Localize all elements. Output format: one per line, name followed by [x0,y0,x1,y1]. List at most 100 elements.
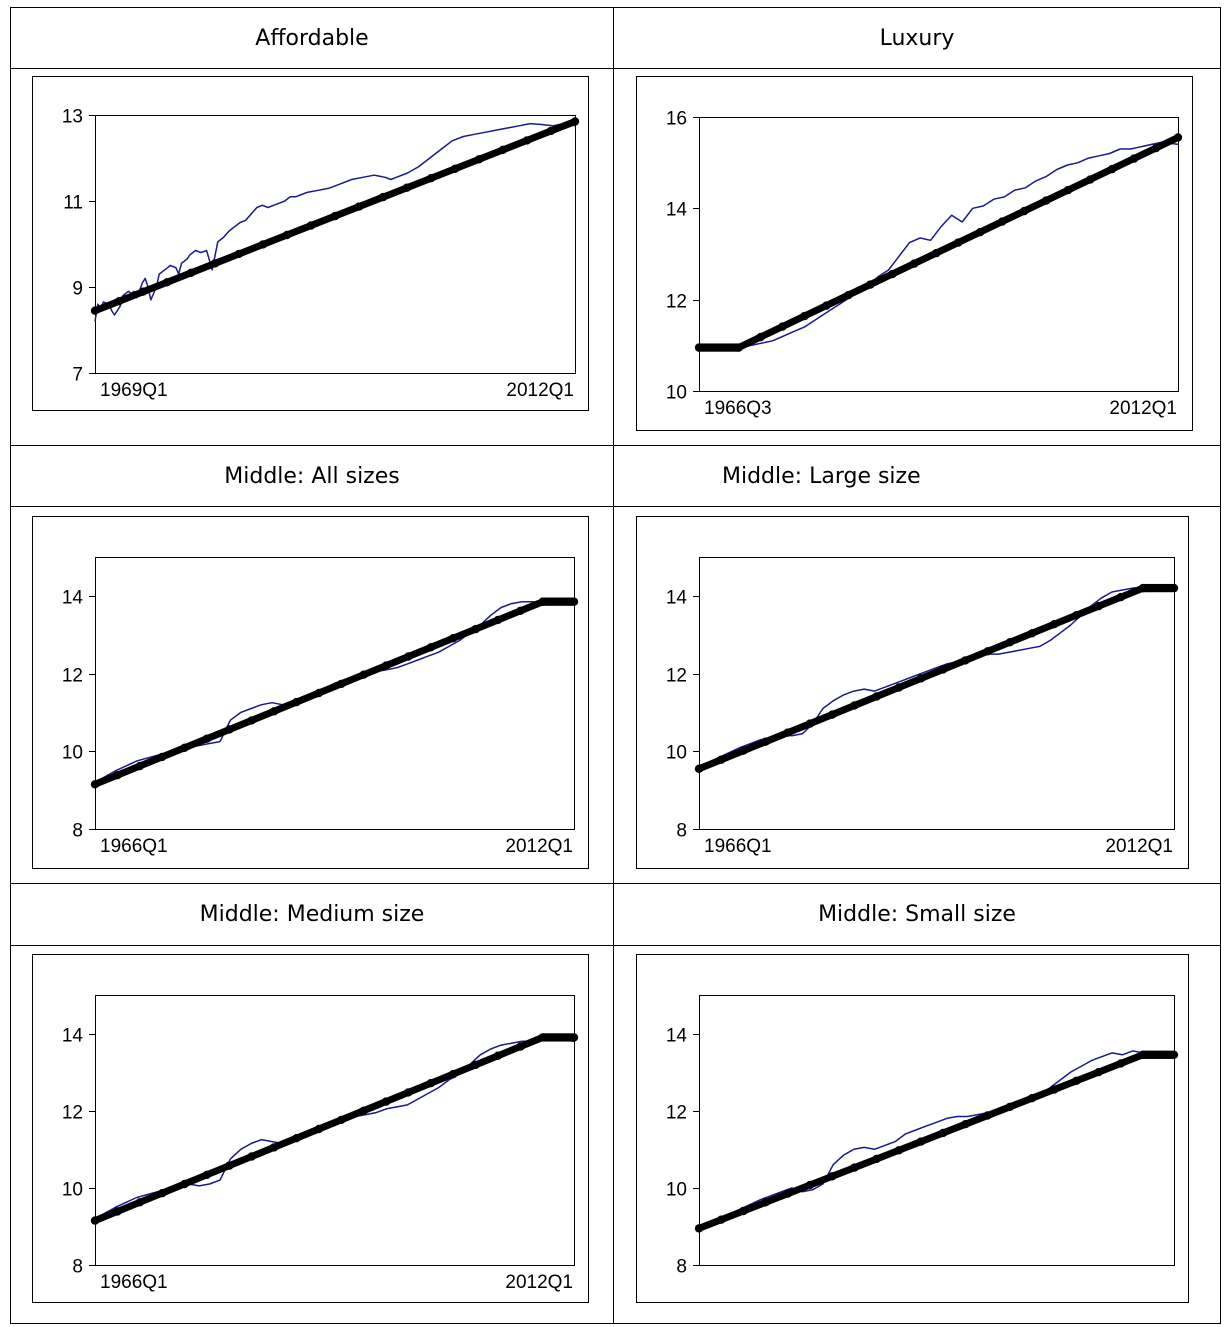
x-tick-label-end: 2012Q1 [505,1272,573,1293]
trend-marker [1006,1103,1014,1111]
trend-marker [331,212,339,220]
trend-marker [270,707,278,715]
x-tick-label-end: 2012Q1 [506,380,574,401]
y-tick-label: 10 [62,743,83,764]
trend-marker [844,291,852,299]
trend-marker [998,217,1006,225]
trend-marker [158,1189,166,1197]
trend-marker [895,683,903,691]
x-tick-label-end: 2012Q1 [1105,836,1173,857]
trend-marker [91,780,99,788]
trend-marker [1170,584,1178,592]
chart-middle-large-svg: 8 10 12 14 1966Q1 2012Q1 [637,517,1190,870]
trend-marker [1072,1077,1080,1085]
trend-marker [866,280,874,288]
plot-frame [96,558,575,830]
trend-marker [211,259,219,267]
trend-marker [1174,133,1182,141]
plot-frame [96,996,575,1266]
trend-marker [523,136,531,144]
trend-marker [806,719,814,727]
trend-marker [756,333,764,341]
y-tick-label: 12 [666,1103,687,1124]
trend-marker [404,652,412,660]
trend-marker [828,710,836,718]
trend-marker [471,1061,479,1069]
trend-marker [427,174,435,182]
y-tick-label: 12 [666,666,687,687]
trend-marker [695,765,703,773]
trend-marker [983,1111,991,1119]
x-tick-label-start: 1969Q1 [100,380,168,401]
chart-luxury-svg: 10 12 14 16 1966Q3 2012Q1 [637,77,1194,432]
chart-affordable: 7 9 11 13 1969Q1 2012Q1 [32,76,589,411]
trend-marker [739,1207,747,1215]
trend-marker [547,127,555,135]
trend-marker [136,1198,144,1206]
trend-marker [248,1152,256,1160]
y-tick-label: 16 [666,109,687,130]
trend-marker [292,1134,300,1142]
trend-marker [337,1116,345,1124]
y-tick-label: 9 [72,279,83,300]
y-tick-label: 10 [62,1180,83,1201]
y-tick-label: 10 [666,1180,687,1201]
trend-line [699,1055,1174,1229]
trend-marker [828,1172,836,1180]
trend-marker [570,1033,578,1041]
trend-marker [382,1097,390,1105]
trend-marker [739,747,747,755]
trend-marker [932,249,940,257]
y-tick-label: 12 [666,292,687,313]
x-tick-label-start: 1966Q3 [704,398,772,419]
y-tick-label: 13 [62,107,83,128]
trend-marker [163,278,171,286]
x-tick-label-start: 1966Q1 [100,836,168,857]
trend-marker [961,1120,969,1128]
trend-marker [939,665,947,673]
trend-marker [315,689,323,697]
trend-marker [427,643,435,651]
y-tick-label: 11 [63,193,83,214]
trend-marker [717,1216,725,1224]
trend-marker [570,598,578,606]
trend-marker [449,634,457,642]
plot-frame [700,996,1175,1266]
trend-marker [734,343,742,351]
chart-middle-large: 8 10 12 14 1966Q1 2012Q1 [636,516,1189,869]
panel-title-affordable: Affordable [11,8,613,68]
trend-marker [850,1163,858,1171]
panel-title-middle-all: Middle: All sizes [11,446,613,506]
panel-title-luxury: Luxury [614,8,1220,68]
trend-marker [158,753,166,761]
y-tick-label: 14 [666,588,688,609]
trend-marker [784,728,792,736]
trend-marker [1086,175,1094,183]
y-tick-label: 10 [666,383,687,404]
trend-marker [355,202,363,210]
chart-affordable-svg: 7 9 11 13 1969Q1 2012Q1 [33,77,590,412]
trend-marker [259,240,267,248]
trend-marker [1050,1085,1058,1093]
trend-marker [499,146,507,154]
trend-marker [225,1162,233,1170]
trend-marker [895,1146,903,1154]
trend-marker [917,1137,925,1145]
trend-marker [315,1125,323,1133]
y-tick-label: 10 [666,743,687,764]
y-tick-label: 14 [666,200,688,221]
trend-marker [307,221,315,229]
x-tick-label-end: 2012Q1 [1109,398,1177,419]
trend-marker [403,184,411,192]
y-tick-label: 12 [62,1103,83,1124]
plot-frame [96,116,576,374]
trend-marker [187,269,195,277]
trend-marker [1064,186,1072,194]
trend-marker [404,1088,412,1096]
panel-title-middle-small: Middle: Small size [614,884,1220,945]
trend-marker [180,744,188,752]
trend-marker [113,1207,121,1215]
trend-marker [283,231,291,239]
trend-marker [983,647,991,655]
trend-line [95,602,574,785]
